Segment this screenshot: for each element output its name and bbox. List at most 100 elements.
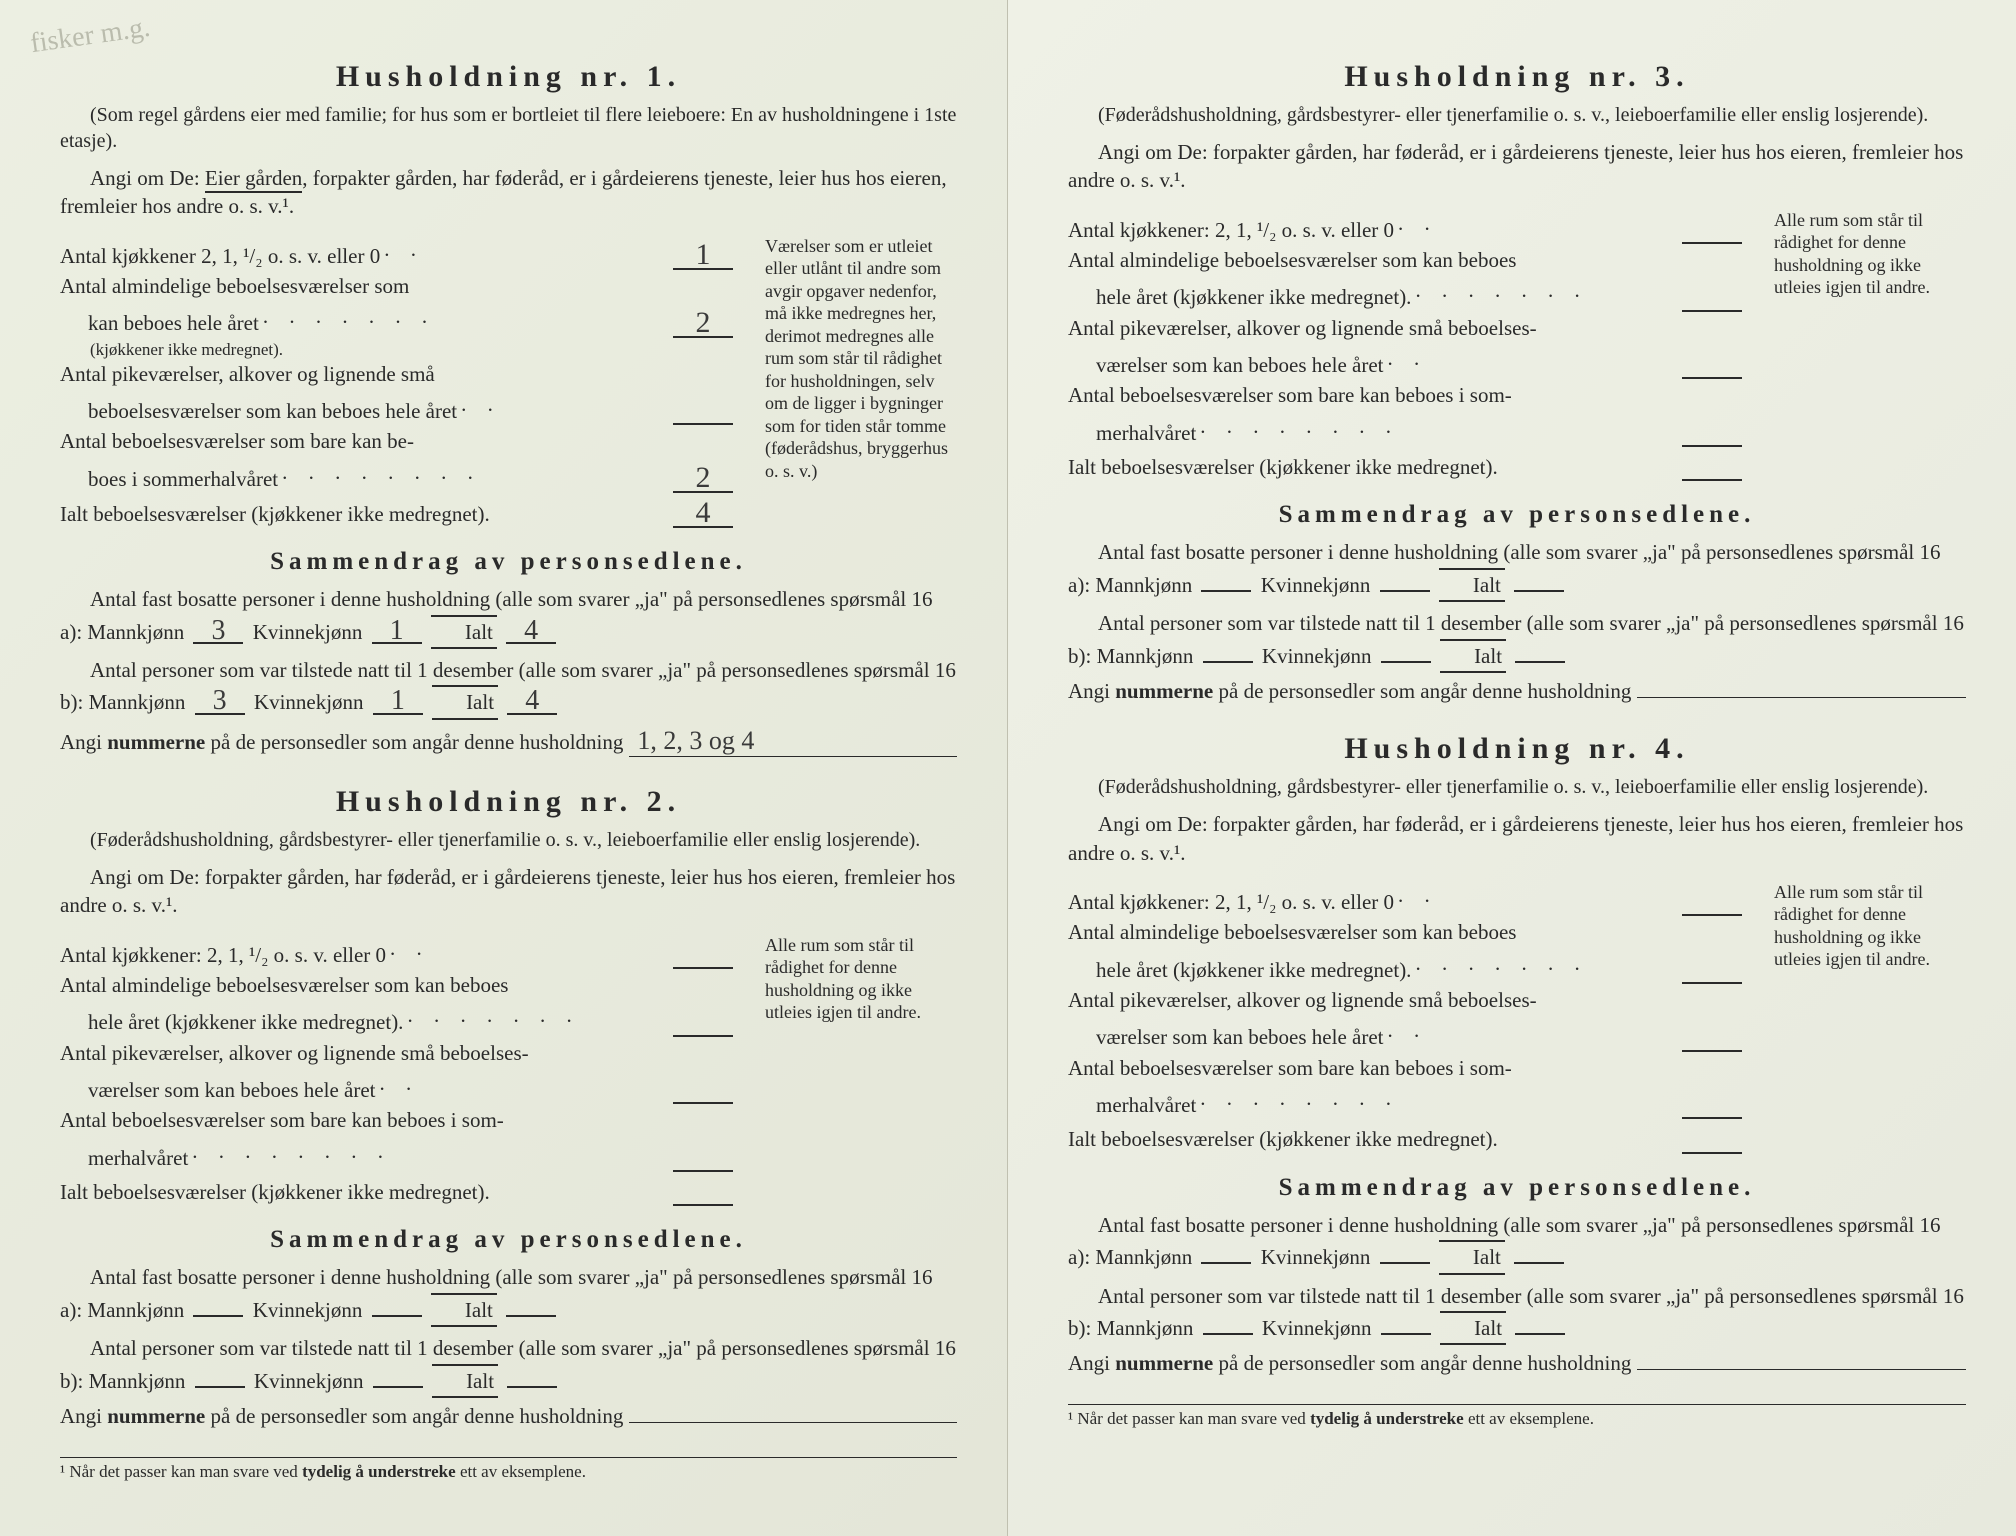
ordinary-rooms-label: Antal almindelige beboelsesværelser som … bbox=[60, 971, 508, 999]
summary-title: Sammendrag av personsedlene. bbox=[1068, 1174, 1966, 1202]
summer-rooms-label: Antal beboelsesværelser som bare kan be- bbox=[60, 427, 414, 455]
person-numbers-line: Angi nummerne på de personsedler som ang… bbox=[60, 1404, 957, 1429]
ordinary-rooms-label2: hele året (kjøkkener ikke medregnet). bbox=[60, 1008, 403, 1036]
summary-title: Sammendrag av personsedlene. bbox=[60, 1226, 957, 1254]
present-line: Antal personer som var tilstede natt til… bbox=[1068, 1281, 1966, 1346]
ordinary-rooms-value: 2 bbox=[673, 309, 733, 338]
person-numbers-line: Angi nummerne på de personsedler som ang… bbox=[60, 726, 957, 757]
present-line: Antal personer som var tilstede natt til… bbox=[1068, 608, 1966, 673]
brace-icon bbox=[1756, 881, 1770, 1156]
dots: . . bbox=[390, 934, 669, 963]
household-subtitle: (Som regel gårdens eier med familie; for… bbox=[60, 102, 957, 154]
rooms-side-note: Alle rum som står til rådighet for denne… bbox=[747, 934, 957, 1209]
total-rooms-label: Ialt beboelsesværelser (kjøkkener ikke m… bbox=[60, 1178, 490, 1206]
footnote-left: ¹ Når det passer kan man svare ved tydel… bbox=[60, 1457, 957, 1482]
residents-female: 1 bbox=[372, 620, 422, 644]
maid-rooms-value bbox=[673, 423, 733, 425]
residents-female bbox=[372, 1315, 422, 1317]
corner-annotation: fisker m.g. bbox=[28, 12, 152, 60]
summer-rooms-label2: merhalvåret bbox=[60, 1144, 188, 1172]
total-rooms-label: Ialt beboelsesværelser (kjøkkener ikke m… bbox=[60, 500, 490, 528]
household-title: Husholdning nr. 3. bbox=[1068, 60, 1966, 94]
kitchens-value bbox=[673, 967, 733, 969]
summer-rooms-label: Antal beboelsesværelser som bare kan beb… bbox=[60, 1106, 504, 1134]
kitchens-value bbox=[1682, 914, 1742, 916]
person-numbers-line: Angi nummerne på de personsedler som ang… bbox=[1068, 679, 1966, 704]
ordinary-rooms-value bbox=[673, 1035, 733, 1037]
brace-icon bbox=[747, 934, 761, 1209]
maid-rooms-label: Antal pikeværelser, alkover og lignende … bbox=[60, 360, 435, 388]
total-rooms-value bbox=[1682, 1152, 1742, 1154]
present-female: 1 bbox=[373, 690, 423, 714]
summer-rooms-value bbox=[673, 1170, 733, 1172]
kitchens-label: Antal kjøkkener: 2, 1, ¹/₂ o. s. v. elle… bbox=[60, 941, 386, 969]
footnote-right: ¹ Når det passer kan man svare ved tydel… bbox=[1068, 1404, 1966, 1429]
person-numbers-value bbox=[1637, 1369, 1966, 1370]
ordinary-rooms-label2: hele året (kjøkkener ikke medregnet). bbox=[1068, 956, 1411, 984]
kitchen-note: (kjøkkener ikke medregnet). bbox=[60, 340, 733, 360]
residents-male: 3 bbox=[193, 620, 243, 644]
residents-male bbox=[193, 1315, 243, 1317]
household-title: Husholdning nr. 2. bbox=[60, 785, 957, 819]
total-rooms-label: Ialt beboelsesværelser (kjøkkener ikke m… bbox=[1068, 453, 1498, 481]
household-instruction: Angi om De: forpakter gården, har føderå… bbox=[60, 863, 957, 920]
present-line: Antal personer som var tilstede natt til… bbox=[60, 655, 957, 720]
household-1: Husholdning nr. 1. (Som regel gårdens ei… bbox=[60, 60, 957, 757]
person-numbers-value bbox=[629, 1422, 957, 1423]
present-female bbox=[1381, 661, 1431, 663]
kitchens-label: Antal kjøkkener: 2, 1, ¹/₂ o. s. v. elle… bbox=[1068, 216, 1394, 244]
maid-rooms-label2: værelser som kan beboes hele året bbox=[1068, 351, 1383, 379]
summer-rooms-value: 2 bbox=[673, 464, 733, 493]
summer-rooms-label: Antal beboelsesværelser som bare kan beb… bbox=[1068, 1054, 1512, 1082]
ordinary-rooms-value bbox=[1682, 982, 1742, 984]
ordinary-rooms-value bbox=[1682, 310, 1742, 312]
residents-line: Antal fast bosatte personer i denne hush… bbox=[1068, 1210, 1966, 1275]
present-male bbox=[195, 1386, 245, 1388]
rooms-side-note: Værelser som er utleiet eller utlånt til… bbox=[747, 235, 957, 530]
left-page: fisker m.g. Husholdning nr. 1. (Som rege… bbox=[0, 0, 1008, 1536]
brace-icon bbox=[1756, 209, 1770, 484]
dots: . . bbox=[1398, 881, 1678, 910]
present-line: Antal personer som var tilstede natt til… bbox=[60, 1333, 957, 1398]
present-total bbox=[1515, 661, 1565, 663]
summer-rooms-label2: merhalvåret bbox=[1068, 1091, 1196, 1119]
present-total: 4 bbox=[507, 690, 557, 714]
present-female bbox=[1381, 1333, 1431, 1335]
maid-rooms-value bbox=[673, 1102, 733, 1104]
total-rooms-value bbox=[673, 1204, 733, 1206]
kitchens-label: Antal kjøkkener 2, 1, ¹/₂ o. s. v. eller… bbox=[60, 242, 380, 270]
residents-total bbox=[1514, 590, 1564, 592]
residents-male bbox=[1201, 1262, 1251, 1264]
dots: . . bbox=[1398, 209, 1678, 238]
maid-rooms-label2: beboelsesværelser som kan beboes hele år… bbox=[60, 397, 457, 425]
residents-male bbox=[1201, 590, 1251, 592]
household-instruction: Angi om De: Eier gården, forpakter gårde… bbox=[60, 164, 957, 221]
residents-line: Antal fast bosatte personer i denne hush… bbox=[60, 1262, 957, 1327]
residents-total bbox=[1514, 1262, 1564, 1264]
household-subtitle: (Føderådshusholdning, gårdsbestyrer- ell… bbox=[1068, 102, 1966, 128]
right-page: Husholdning nr. 3. (Føderådshusholdning,… bbox=[1008, 0, 2016, 1536]
maid-rooms-label: Antal pikeværelser, alkover og lignende … bbox=[1068, 986, 1537, 1014]
rooms-side-note: Alle rum som står til rådighet for denne… bbox=[1756, 209, 1966, 484]
residents-line: Antal fast bosatte personer i denne hush… bbox=[1068, 537, 1966, 602]
household-subtitle: (Føderådshusholdning, gårdsbestyrer- ell… bbox=[1068, 774, 1966, 800]
maid-rooms-label2: værelser som kan beboes hele året bbox=[60, 1076, 375, 1104]
rooms-side-note: Alle rum som står til rådighet for denne… bbox=[1756, 881, 1966, 1156]
residents-line: Antal fast bosatte personer i denne hush… bbox=[60, 584, 957, 649]
maid-rooms-label2: værelser som kan beboes hele året bbox=[1068, 1023, 1383, 1051]
total-rooms-value bbox=[1682, 479, 1742, 481]
summary-title: Sammendrag av personsedlene. bbox=[60, 548, 957, 576]
kitchens-value: 1 bbox=[673, 241, 733, 270]
household-instruction: Angi om De: forpakter gården, har føderå… bbox=[1068, 138, 1966, 195]
person-numbers-value: 1, 2, 3 og 4 bbox=[629, 726, 957, 757]
summer-rooms-label2: boes i sommerhalvåret bbox=[60, 465, 278, 493]
maid-rooms-label: Antal pikeværelser, alkover og lignende … bbox=[60, 1039, 529, 1067]
kitchens-label: Antal kjøkkener: 2, 1, ¹/₂ o. s. v. elle… bbox=[1068, 888, 1394, 916]
present-male bbox=[1203, 1333, 1253, 1335]
person-numbers-value bbox=[1637, 697, 1966, 698]
maid-rooms-value bbox=[1682, 1050, 1742, 1052]
maid-rooms-label: Antal pikeværelser, alkover og lignende … bbox=[1068, 314, 1537, 342]
residents-female bbox=[1380, 1262, 1430, 1264]
household-2: Husholdning nr. 2. (Føderådshusholdning,… bbox=[60, 785, 957, 1429]
brace-icon bbox=[747, 235, 761, 530]
